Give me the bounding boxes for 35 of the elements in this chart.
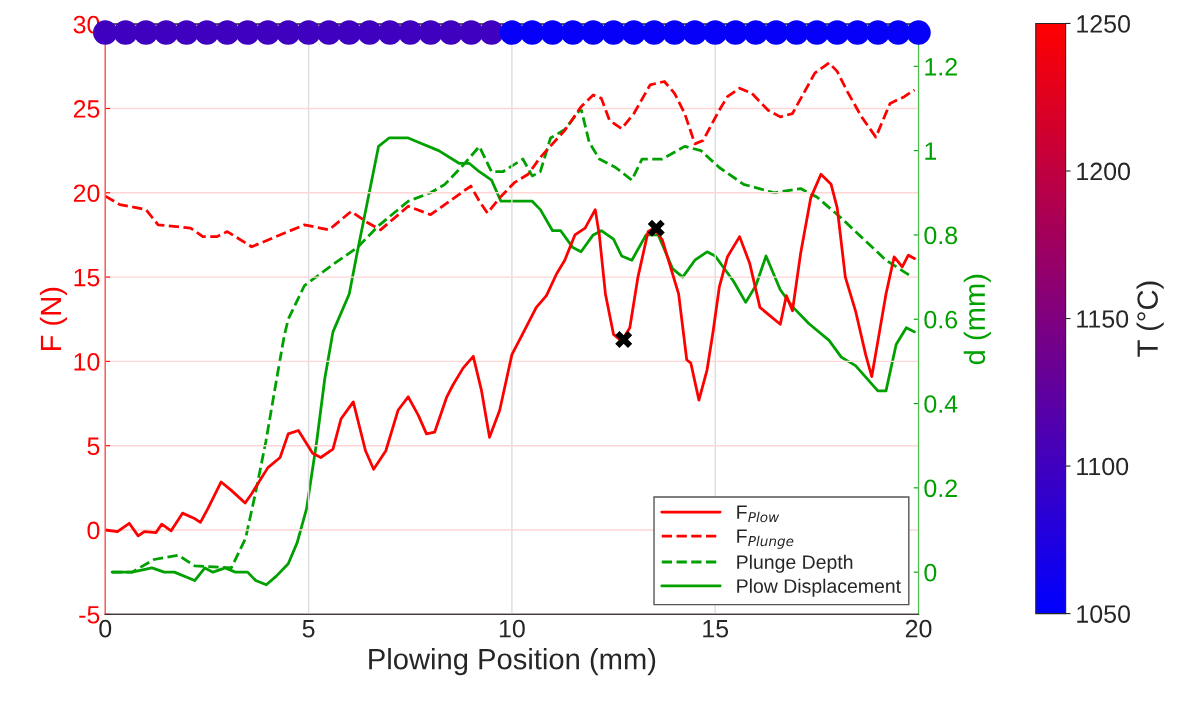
x-tick-label: 10 bbox=[499, 619, 525, 638]
x-tick-label: 20 bbox=[905, 619, 932, 638]
color-bar-label: 1250 bbox=[1077, 15, 1130, 33]
y2-tick-label: 1 bbox=[925, 142, 937, 160]
y-tick-label: 15 bbox=[74, 268, 100, 287]
color-bar-label: 1150 bbox=[1077, 310, 1129, 328]
y-axis-title: F (N) bbox=[39, 287, 68, 351]
color-bar-title: T (°C) bbox=[1136, 281, 1164, 357]
y2-tick-label: 0.4 bbox=[924, 395, 958, 413]
y2-tick-label: 0 bbox=[924, 563, 937, 582]
y-tick-label: -5 bbox=[79, 606, 100, 624]
y-tick-label: 10 bbox=[74, 352, 100, 371]
y-tick-label: 5 bbox=[87, 437, 100, 455]
y2-tick-label: 0.6 bbox=[924, 310, 958, 329]
x-tick-label: 5 bbox=[302, 620, 315, 638]
point bbox=[647, 219, 665, 237]
point bbox=[615, 330, 633, 348]
legend-label: Plow Displacement bbox=[737, 578, 901, 597]
y-tick-label: 25 bbox=[73, 100, 100, 118]
y-tick-label: 0 bbox=[87, 521, 100, 540]
x-tick-label: 0 bbox=[99, 619, 112, 638]
color-bar-label: 1200 bbox=[1077, 162, 1130, 181]
line-series bbox=[105, 61, 916, 249]
legend-label: Plunge Depth bbox=[737, 554, 853, 573]
y2-tick-label: 0.8 bbox=[924, 226, 958, 245]
color-bar-label: 1100 bbox=[1077, 457, 1129, 476]
legend-label: F$_{Plow}$ bbox=[737, 505, 780, 523]
y2-tick-label: 1.2 bbox=[925, 57, 957, 76]
y2-tick-label: 0.2 bbox=[924, 479, 957, 498]
x-axis-title: Plowing Position (mm) bbox=[369, 648, 656, 676]
x-tick-label: 15 bbox=[703, 620, 729, 638]
color-bar-label: 1050 bbox=[1077, 605, 1130, 623]
y2-axis-title: d (mm) bbox=[963, 274, 991, 365]
legend-label: F$_{Plunge}$ bbox=[737, 529, 794, 549]
y-tick-label: 20 bbox=[73, 184, 100, 203]
